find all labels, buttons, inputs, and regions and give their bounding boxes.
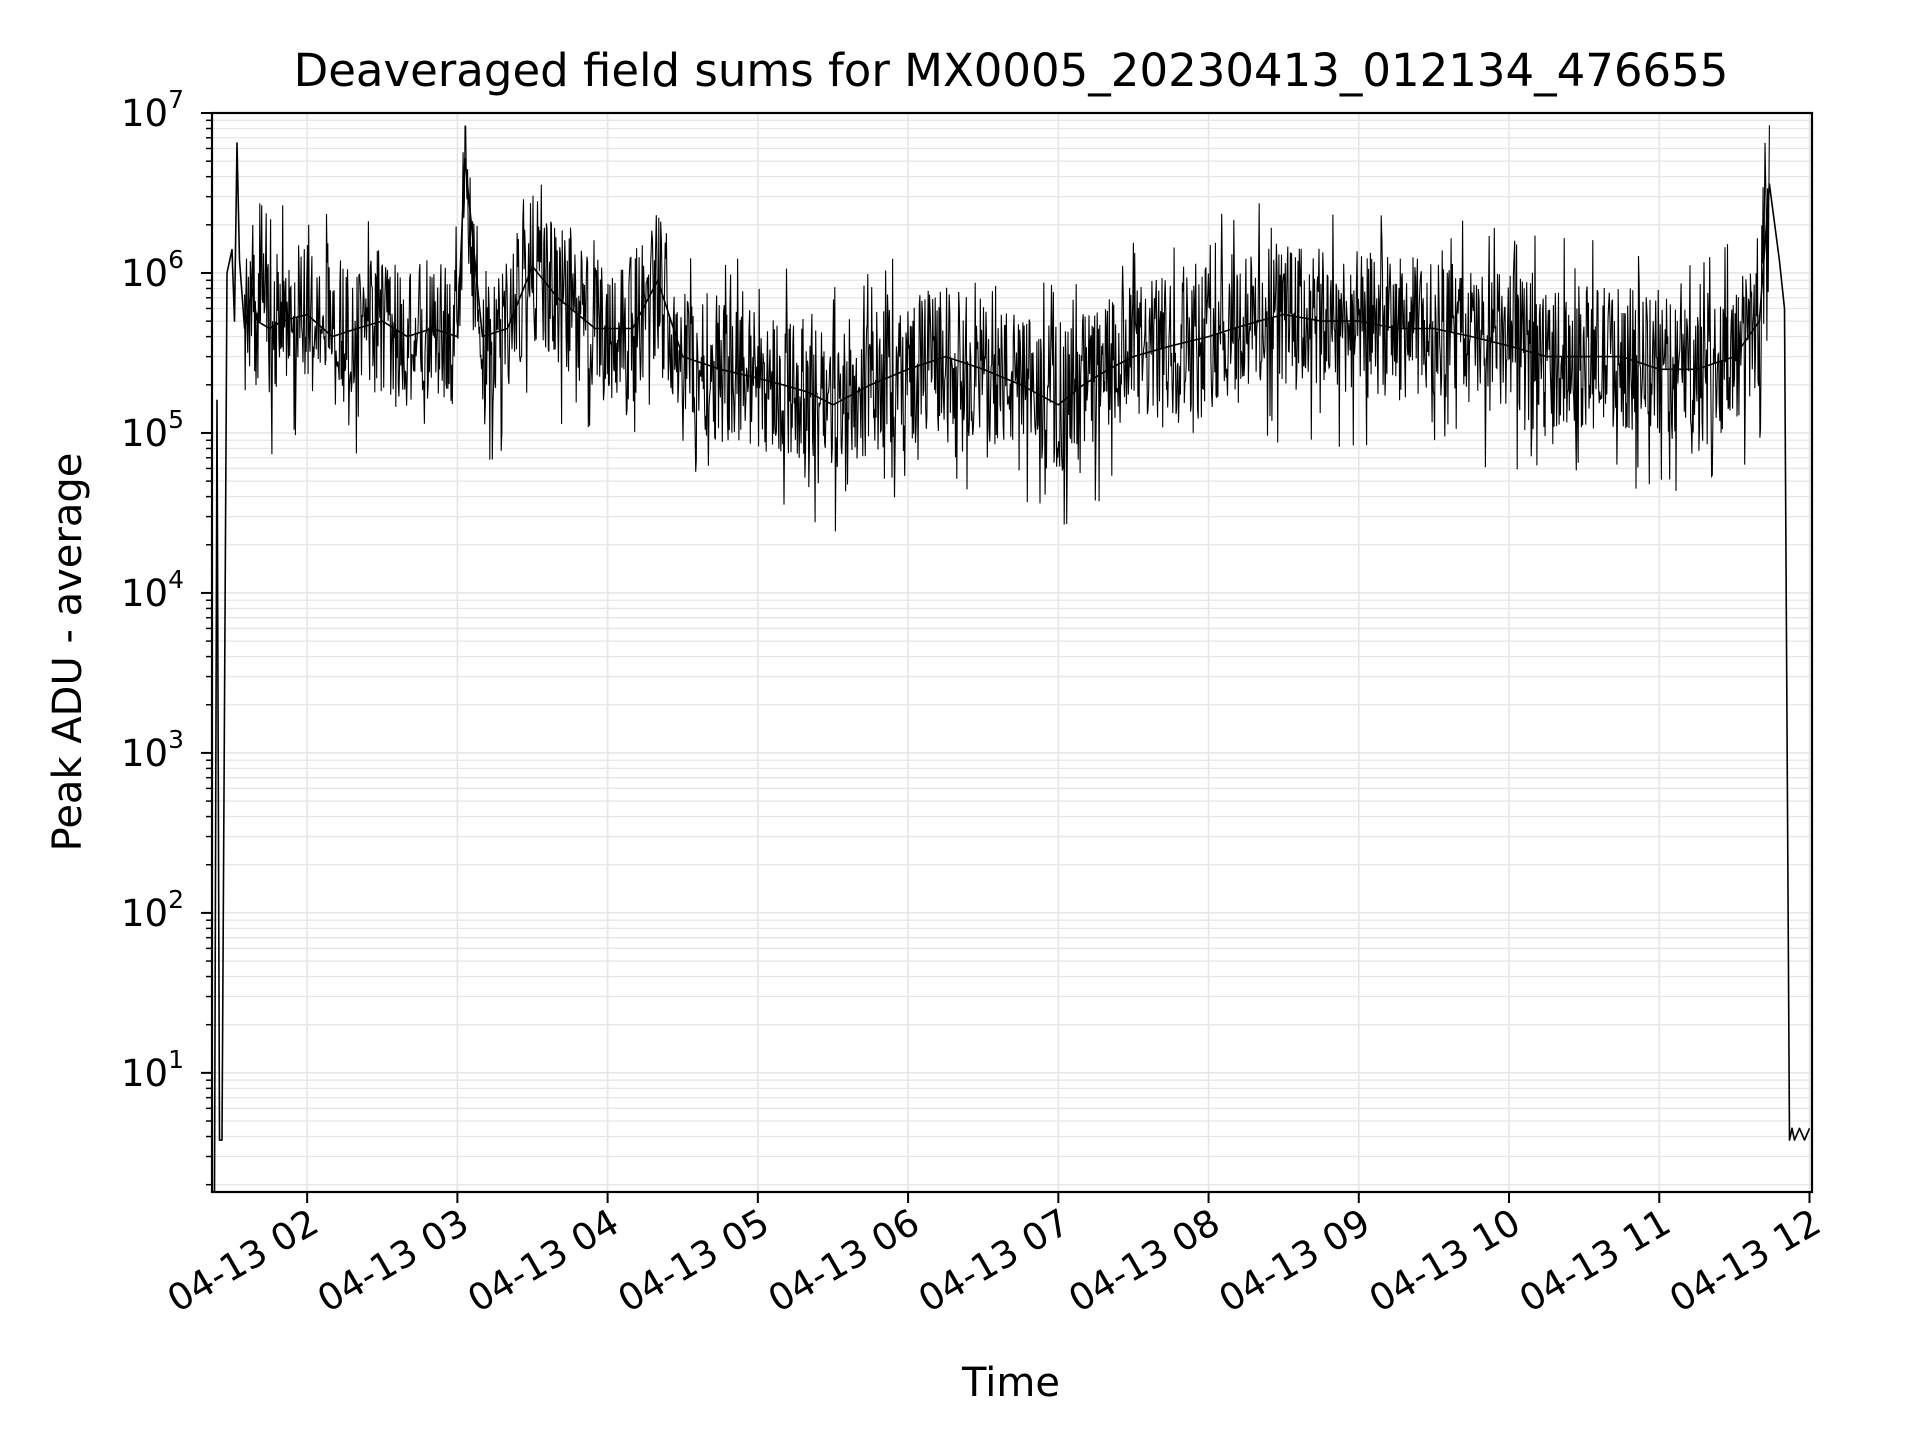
- y-tick-label: 105: [121, 405, 184, 455]
- y-tick-label: 103: [121, 725, 184, 775]
- y-tick-label: 102: [121, 885, 184, 935]
- y-ticks: 101 102 103 104 105 106 107: [121, 85, 212, 1186]
- y-tick-label: 104: [121, 565, 184, 615]
- x-axis-label: Time: [961, 1360, 1060, 1406]
- y-tick-label: 106: [121, 245, 184, 295]
- chart-title: Deaveraged field sums for MX0005_2023041…: [294, 44, 1729, 97]
- plot-frame: [210, 111, 1814, 1194]
- series-line: [213, 142, 1811, 1193]
- y-tick-label: 101: [121, 1045, 184, 1095]
- y-tick-label: 107: [121, 85, 184, 135]
- y-axis-label: Peak ADU - average: [45, 453, 91, 852]
- noise-band: [244, 125, 1770, 532]
